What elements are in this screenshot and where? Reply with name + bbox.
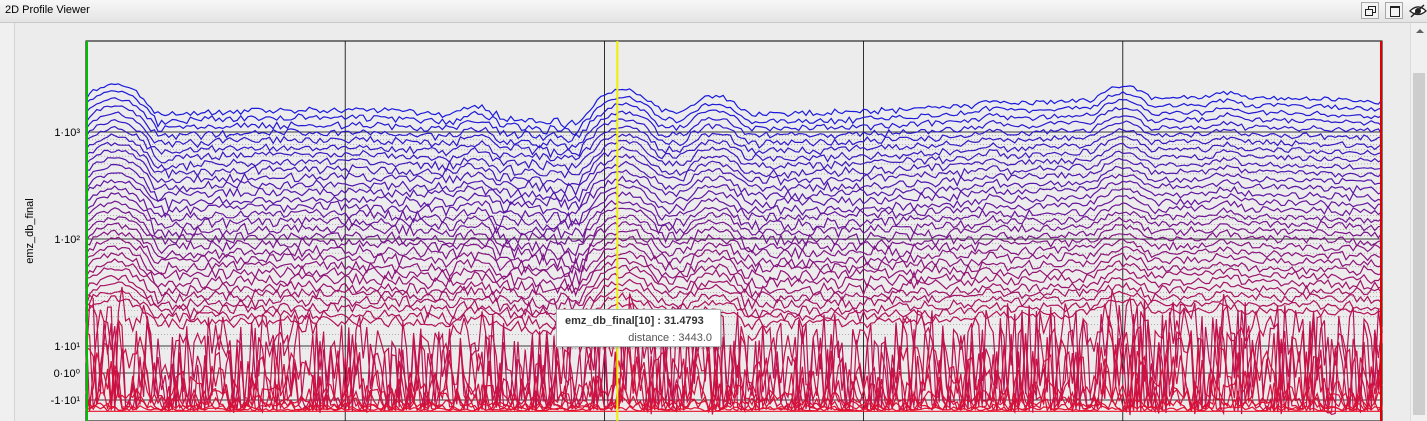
tooltip-distance: distance : 3443.0 [628,332,712,344]
profile-series-line [85,97,1383,144]
scroll-thumb[interactable] [1413,73,1425,415]
data-tooltip: emz_db_final[10] : 31.4793 distance : 34… [556,309,721,347]
profile-series-line [85,90,1383,136]
left-panel-strip [0,23,15,421]
profile-series-line [85,185,1383,232]
visibility-toggle-button[interactable] [1409,2,1427,19]
scroll-up-button[interactable] [1411,23,1427,40]
profile-series-line [85,267,1383,314]
profile-series-line [85,258,1383,305]
profile-series-line [85,119,1383,162]
title-bar: 2D Profile Viewer [0,0,1427,23]
profile-series-line [85,281,1383,330]
profile-series-line [85,111,1383,159]
profile-series-line [85,370,1383,413]
profile-series-line [85,83,1383,129]
profile-series-line [85,172,1383,217]
eye-icon [1409,4,1427,18]
vertical-scrollbar[interactable] [1410,23,1427,421]
profile-series-line [85,125,1383,172]
profile-series-line [85,352,1383,414]
y-tick-label: 1·10¹ [54,341,80,353]
profile-series-line [85,216,1383,264]
profile-series-line [85,207,1383,257]
profile-series-line [85,274,1383,321]
y-tick-label: -1·10¹ [51,395,81,407]
profile-chart[interactable]: 1·10³ 1·10² 1·10¹ 0·10⁰ -1·10¹ emz_db_final [15,23,1410,421]
profile-series-line [85,105,1383,151]
restore-button[interactable] [1361,2,1379,19]
y-tick-label: 1·10² [54,234,80,246]
profile-series-line [85,309,1383,416]
profile-series-line [85,245,1383,297]
maximize-window-icon [1390,6,1400,17]
y-tick-label: 0·10⁰ [54,368,81,380]
profile-series-line [85,157,1383,203]
y-tick-label: 1·10³ [54,127,80,139]
profile-series-line [85,289,1383,335]
tooltip-series-value: emz_db_final[10] : 31.4793 [565,315,704,327]
profile-series-line [85,179,1383,228]
maximize-button[interactable] [1385,2,1403,19]
profile-series-line [85,133,1383,179]
profile-series-line [85,200,1383,246]
window-title: 2D Profile Viewer [5,4,90,16]
profile-series-line [85,163,1383,211]
profile-series-line [85,295,1383,340]
profile-series-line [85,149,1383,197]
profile-series-line [85,229,1383,278]
profile-series-line [85,404,1383,413]
profile-series-line [85,222,1383,275]
plot-area[interactable]: 1·10³ 1·10² 1·10¹ 0·10⁰ -1·10¹ emz_db_final [15,23,1410,421]
profile-series-line [85,141,1383,187]
y-axis-label: emz_db_final [24,198,36,263]
arrow-up-icon [1416,29,1424,33]
profile-series-line [85,236,1383,287]
